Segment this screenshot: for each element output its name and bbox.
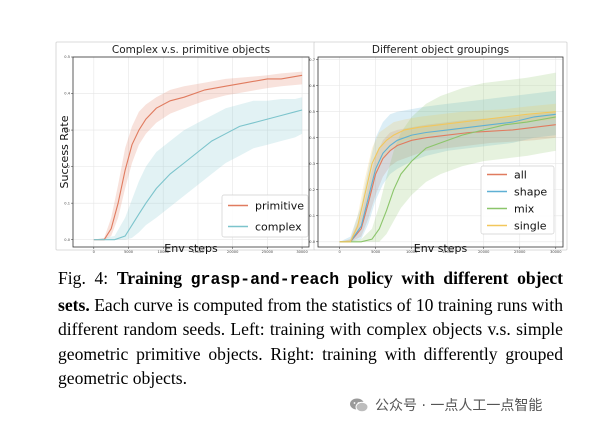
x-tick-label: 5000: [124, 250, 134, 254]
x-tick-label: 10000: [406, 250, 418, 254]
caption-bold-lead: Training: [116, 268, 183, 288]
series-line-primitive: [93, 74, 303, 241]
legend-label-complex: complex: [255, 221, 302, 234]
legend-label-shape: shape: [514, 186, 547, 199]
x-tick-label: 25000: [514, 250, 526, 254]
plot-area: [317, 56, 564, 248]
legend-box: [480, 165, 555, 235]
chart-title: Complex v.s. primitive objects: [112, 44, 270, 56]
x-axis-label: Env steps: [414, 242, 468, 255]
legend: primitive complex: [221, 194, 309, 238]
y-tick-label: 0.1: [64, 201, 70, 205]
chart-panel-1: Complex v.s. primitive objects 0 5000 10000…: [55, 41, 316, 255]
series-band-mix: [339, 72, 556, 242]
legend-label-primitive: primitive: [255, 200, 304, 213]
x-axis-label: Env steps: [164, 242, 218, 255]
y-tick-label: 0.2: [64, 165, 70, 169]
y-tick-label: 0.0: [309, 240, 315, 244]
legend-label-mix: mix: [514, 203, 535, 216]
legend-label-single: single: [514, 220, 547, 233]
series-band-primitive: [93, 71, 303, 240]
y-tick-label: 0.4: [64, 92, 70, 96]
chart-panel-2: Different object groupings 0 5000 10000 1500…: [309, 41, 568, 255]
y-tick-label: 0.6: [309, 84, 315, 88]
x-tick-label: 15000: [192, 250, 204, 254]
y-axis-label: Success Rate: [58, 115, 71, 188]
series-band-all: [339, 111, 556, 242]
x-tick-label: 20000: [227, 250, 239, 254]
legend-label-all: all: [514, 169, 527, 182]
y-tick-label: 0.3: [309, 162, 315, 166]
figure-caption: Fig. 4: Training grasp-and-reach policy …: [58, 266, 563, 391]
x-tick-label: 30000: [296, 250, 308, 254]
y-tick-label: 0.7: [309, 58, 315, 62]
plot-area: [72, 56, 310, 248]
series-band-single: [339, 103, 556, 242]
series-line-complex: [93, 109, 303, 241]
series-line-shape: [339, 113, 556, 243]
caption-fig-label: Fig. 4:: [58, 268, 109, 288]
x-tick-label: 30000: [550, 250, 562, 254]
x-tick-label: 0: [338, 250, 341, 254]
caption-body: Each curve is computed from the statisti…: [58, 294, 563, 389]
x-tick-label: 10000: [158, 250, 170, 254]
chart-title: Different object groupings: [372, 44, 509, 56]
x-tick-label: 20000: [478, 250, 490, 254]
y-tick-label: 0.3: [64, 128, 70, 132]
y-tick-label: 0.0: [64, 238, 70, 242]
wechat-icon: [350, 398, 369, 413]
y-tick-label: 0.5: [309, 110, 315, 114]
watermark: 公众号 · 一点人工一点智能: [349, 395, 542, 415]
legend: all shape mix single: [480, 165, 555, 235]
x-tick-label: 15000: [442, 250, 454, 254]
y-tick-label: 0.4: [309, 136, 315, 140]
x-tick-label: 5000: [371, 250, 381, 254]
series-line-all: [339, 124, 556, 243]
figure-area: Complex v.s. primitive objects 0 5000 10000…: [55, 41, 568, 255]
series-line-single: [339, 111, 556, 243]
caption-bold-tail: policy with different object sets.: [58, 268, 563, 315]
series-band-shape: [339, 90, 556, 242]
y-tick-label: 0.2: [309, 188, 315, 192]
x-tick-label: 0: [93, 250, 96, 254]
watermark-text: 公众号 · 一点人工一点智能: [375, 398, 543, 414]
series-line-mix: [339, 116, 556, 243]
x-tick-label: 25000: [262, 250, 274, 254]
y-tick-label: 0.5: [64, 55, 70, 59]
y-tick-label: 0.1: [309, 214, 315, 218]
caption-code: grasp-and-reach: [190, 270, 340, 289]
